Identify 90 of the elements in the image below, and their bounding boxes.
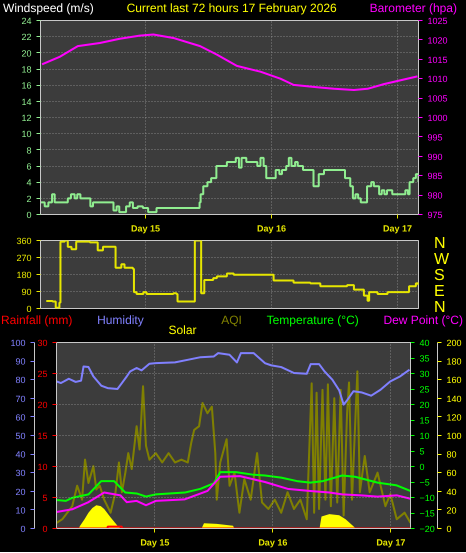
chart-title: Current last 72 hours 17 February 2026 [126, 1, 337, 16]
y-tick-label: 0 [26, 304, 32, 314]
text: Humidity [97, 313, 144, 327]
y-tick-label: 20 [420, 400, 430, 410]
y2-tick-label: 160 [446, 375, 462, 386]
line-series [56, 352, 410, 406]
y-tick-label: 4 [26, 178, 32, 188]
y2-axis-title: Barometer (hpa) [370, 1, 457, 16]
text: N [434, 235, 447, 252]
y-tick-label: −10 [420, 493, 435, 503]
y2-tick-label: 20 [446, 505, 457, 516]
y-tick-label: 40 [420, 338, 430, 348]
text: Temperature (°C) [266, 313, 359, 327]
y-tick-label: 8 [26, 145, 32, 156]
y2-tick-label: 995 [428, 132, 443, 142]
y-tick-label: 30 [420, 369, 430, 379]
y-tick-label: 360 [16, 236, 32, 246]
y-tick-label: 35 [420, 354, 430, 364]
line-series [56, 370, 410, 524]
y-tick-label: 0 [42, 524, 48, 534]
y2-tick-label: 80 [15, 375, 26, 386]
y2-tick-label: 1005 [428, 94, 448, 104]
y2-tick-label: 975 [428, 210, 443, 220]
y2-tick-label: 200 [446, 338, 462, 348]
y2-tick-label: 980 [428, 190, 443, 201]
y2-tick-label: 80 [446, 450, 457, 460]
x-tick-label: Day 15 [130, 224, 160, 234]
y2-tick-label: 1015 [428, 54, 448, 65]
y-tick-label: 25 [420, 384, 430, 394]
text: Rainfall (mm) [1, 313, 72, 327]
x-tick-label: Day 16 [258, 538, 288, 548]
y-tick-label: 30 [37, 338, 48, 348]
text: Dew Point (°C) [383, 313, 463, 327]
y2-tick-label: 60 [15, 412, 26, 422]
y-tick-label: 18 [21, 64, 32, 74]
y2-tick-label: 100 [446, 431, 462, 441]
y2-tick-label: 180 [446, 356, 462, 367]
x-tick-label: Day 17 [376, 538, 406, 548]
y-tick-label: 24 [21, 16, 32, 26]
y-tick-label: 10 [21, 129, 32, 140]
y2-tick-label: 990 [428, 152, 443, 162]
x-tick-label: Day 15 [140, 538, 170, 548]
y-tick-label: 12 [21, 113, 32, 123]
y-tick-label: 6 [26, 162, 32, 172]
y-tick-label: 25 [37, 369, 48, 379]
y-tick-label: −20 [420, 524, 435, 534]
y2-tick-label: 140 [446, 394, 462, 404]
y-tick-label: 14 [21, 96, 32, 107]
text: E [434, 283, 446, 300]
text: W [434, 251, 450, 268]
y-tick-label: 22 [21, 32, 32, 42]
y-tick-label: 15 [37, 431, 48, 441]
text: N [434, 299, 446, 316]
line-series [56, 471, 410, 502]
y2-tick-label: 1020 [428, 35, 448, 46]
y2-tick-label: 50 [15, 431, 26, 441]
y2-tick-label: 1000 [428, 113, 448, 123]
y-tick-label: 10 [37, 462, 48, 472]
text: AQI [221, 313, 242, 327]
text: Solar [168, 322, 196, 337]
y2-tick-label: 1025 [428, 16, 448, 26]
y2-tick-label: 1010 [428, 74, 448, 84]
y-tick-label: 270 [16, 253, 32, 263]
y-tick-label: 15 [420, 416, 430, 426]
y2-tick-label: 70 [15, 394, 26, 404]
text: S [434, 267, 446, 284]
y2-tick-label: 985 [428, 171, 443, 182]
line-series [41, 33, 418, 91]
y2-tick-label: 40 [446, 486, 457, 497]
x-tick-label: Day 16 [256, 224, 286, 234]
y-axis-title: Windspeed (m/s) [3, 1, 94, 16]
y-tick-label: 5 [420, 446, 425, 456]
y-tick-label: 20 [21, 48, 32, 58]
y2-tick-label: 120 [446, 412, 462, 422]
y-tick-label: 10 [420, 431, 430, 441]
y-tick-label: 5 [42, 493, 48, 503]
y-tick-label: 180 [16, 270, 32, 280]
x-tick-label: Day 17 [382, 224, 412, 234]
y-tick-label: 0 [26, 210, 32, 220]
y-tick-label: 20 [37, 400, 48, 410]
y-tick-label: 90 [21, 287, 32, 297]
y-tick-label: −15 [420, 508, 435, 518]
y-tick-label: 0 [420, 462, 425, 472]
line-series [56, 475, 410, 514]
y-tick-label: −5 [420, 478, 430, 488]
y-tick-label: 2 [26, 194, 32, 204]
y-tick-label: 16 [21, 80, 32, 91]
y2-tick-label: 100 [10, 338, 26, 348]
y2-tick-label: 60 [446, 468, 457, 478]
y2-tick-label: 0 [446, 524, 452, 534]
